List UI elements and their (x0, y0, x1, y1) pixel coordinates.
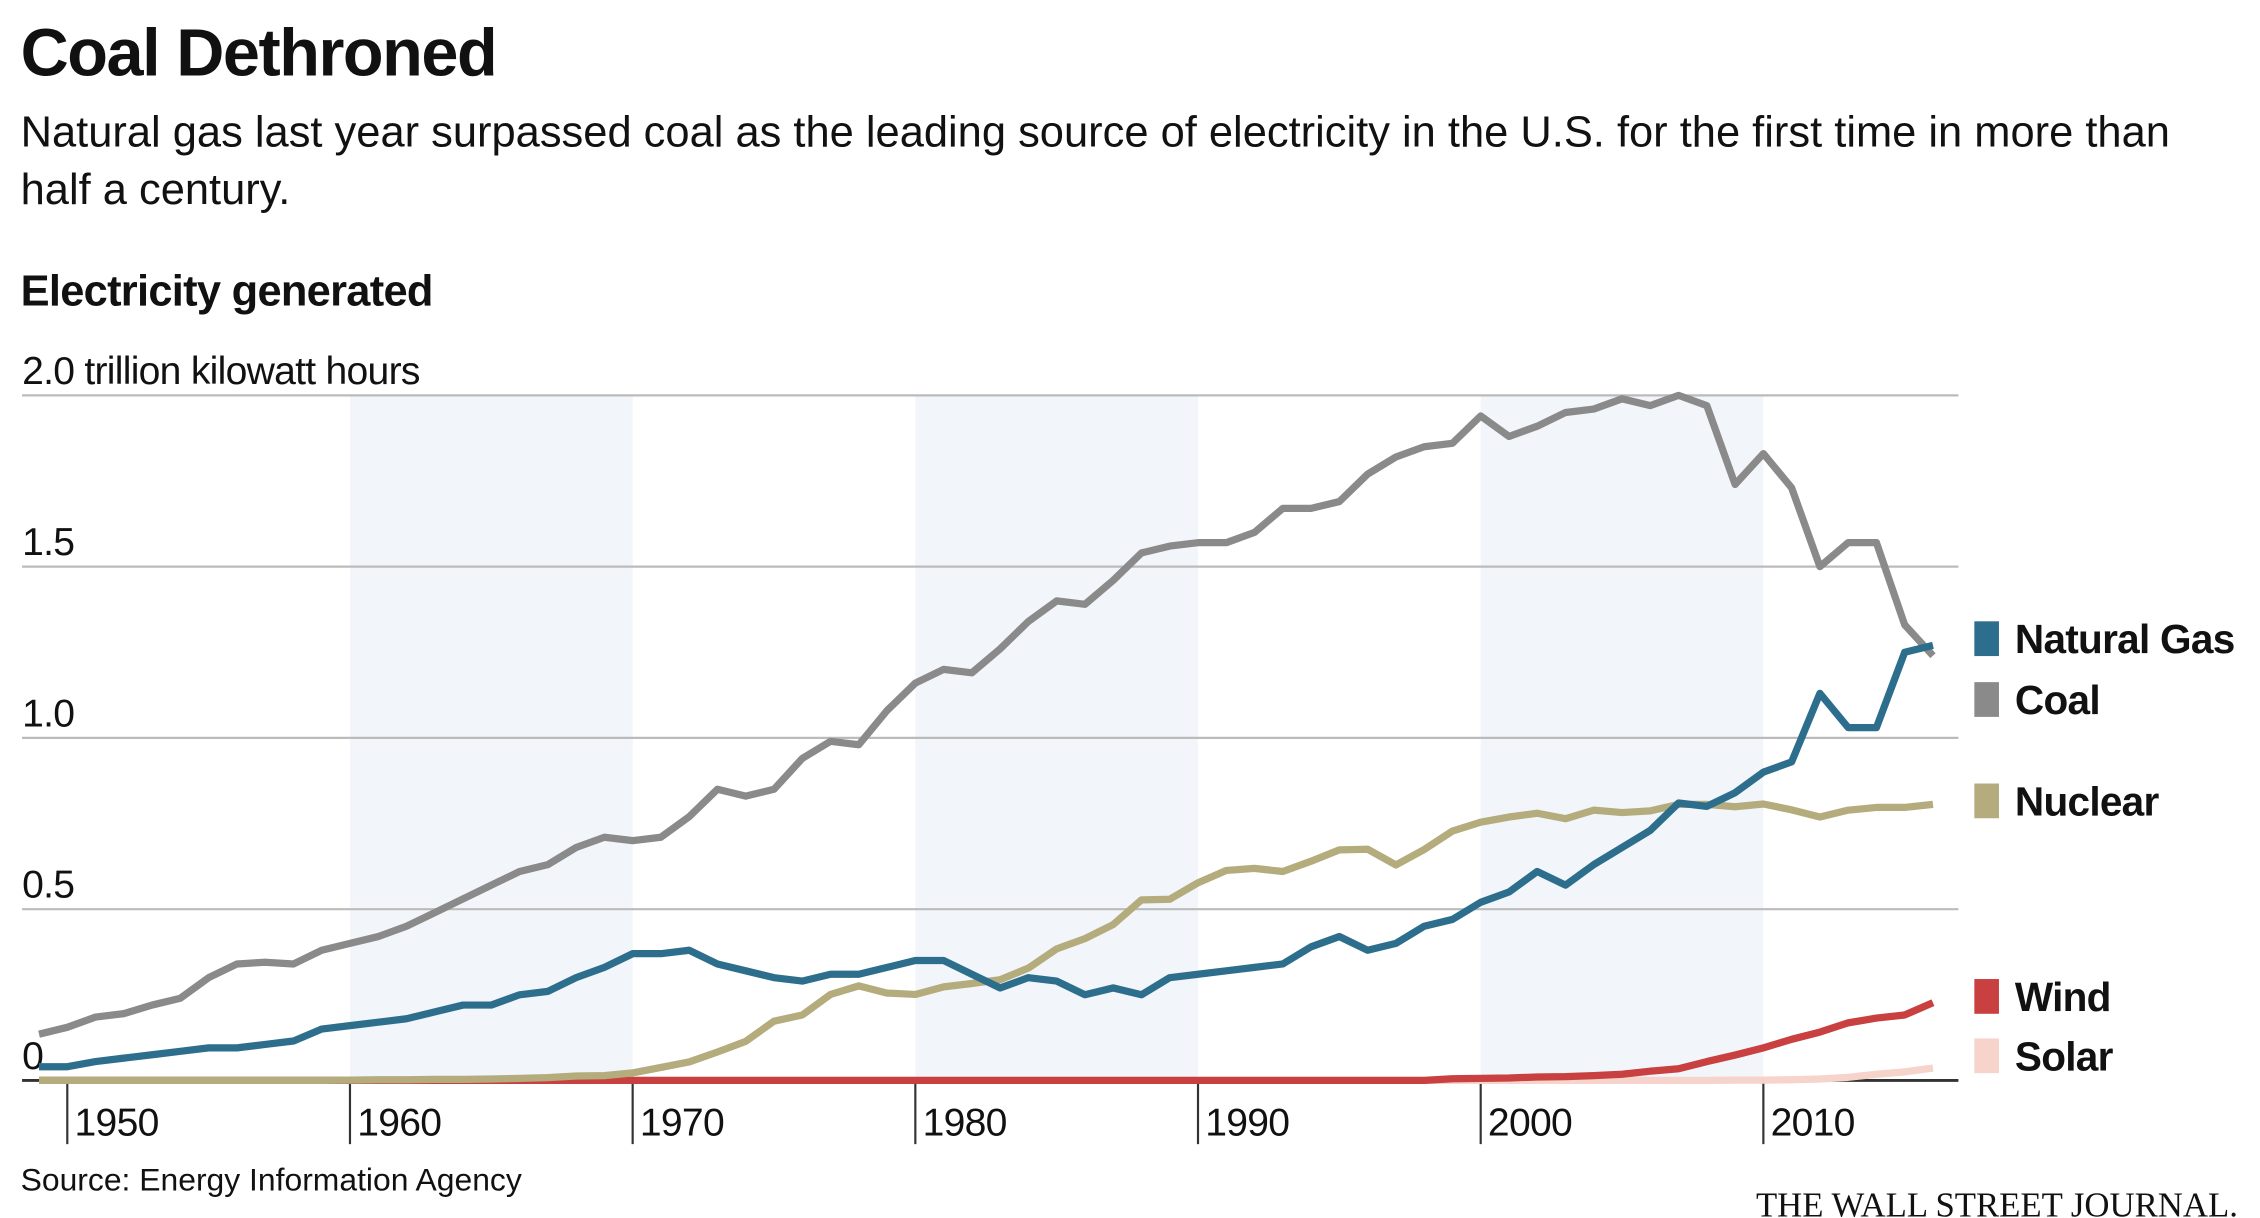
legend-swatch (1974, 979, 1999, 1014)
legend-label: Natural Gas (2015, 616, 2235, 662)
legend-label: Coal (2015, 677, 2100, 723)
y-tick-label: 0 (22, 1035, 43, 1078)
x-tick-label: 1980 (923, 1101, 1007, 1144)
y-tick-label: 2.0 trillion kilowatt hours (22, 350, 420, 393)
chart-title: Electricity generated (21, 268, 433, 316)
legend-swatch (1974, 682, 1999, 717)
x-tick-label: 1990 (1205, 1101, 1289, 1144)
y-tick-label: 0.5 (22, 864, 74, 907)
source: Source: Energy Information Agency (21, 1161, 522, 1197)
x-tick-label: 2010 (1771, 1101, 1855, 1144)
legend-swatch (1974, 783, 1999, 819)
x-tick-label: 1970 (640, 1101, 724, 1144)
legend-label: Nuclear (2015, 778, 2160, 824)
legend-swatch (1974, 1038, 1999, 1074)
legend-swatch (1974, 621, 1999, 657)
x-tick-label: 1950 (75, 1101, 159, 1144)
subtitle: Natural gas last year surpassed coal as … (20, 108, 2170, 215)
subtitle-box: Natural gas last year surpassed coal as … (20, 108, 2170, 215)
x-tick-label: 1960 (357, 1101, 441, 1144)
y-tick-label: 1.5 (22, 521, 74, 564)
legend-label: Solar (2015, 1033, 2114, 1079)
series-line (39, 641, 1934, 1071)
title: Coal Dethroned (21, 16, 497, 90)
series-line (38, 391, 1936, 1038)
credit: THE WALL STREET JOURNAL. (1756, 1186, 2238, 1218)
x-tick-label: 2000 (1488, 1101, 1572, 1144)
y-tick-label: 1.0 (22, 692, 74, 735)
legend-label: Wind (2015, 974, 2111, 1020)
